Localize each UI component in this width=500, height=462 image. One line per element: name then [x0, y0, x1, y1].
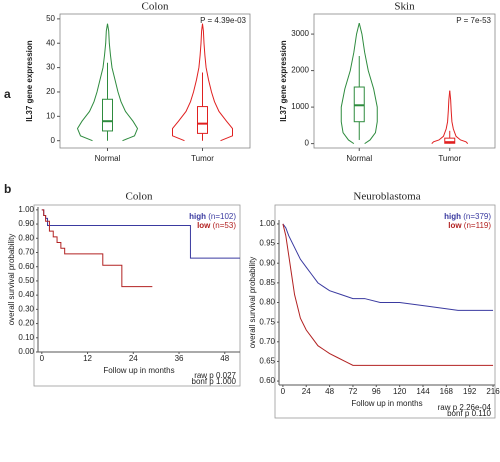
y-tick-label: 20 — [46, 87, 55, 96]
box — [444, 137, 456, 144]
legend-name: low — [448, 221, 462, 230]
y-tick-label: 0.90 — [259, 258, 275, 267]
x-tick-label: 120 — [393, 387, 407, 396]
x-tick-label: 96 — [372, 387, 381, 396]
legend-count: (n=102) — [208, 212, 236, 221]
y-tick-label: 0.20 — [18, 319, 34, 328]
legend-count: (n=379) — [463, 212, 491, 221]
annotation: P = 7e-53 — [456, 16, 491, 25]
legend-count: (n=53) — [213, 221, 237, 230]
violin-half — [431, 90, 451, 144]
y-tick-label: 1.00 — [18, 205, 34, 214]
y-tick-label: 0.00 — [18, 347, 34, 356]
y-tick-label: 0.95 — [259, 239, 275, 248]
x-tick-label: 216 — [486, 387, 500, 396]
chart-title: Neuroblastoma — [353, 191, 420, 203]
y-tick-label: 0.90 — [18, 219, 34, 228]
y-tick-label: 0.75 — [259, 317, 275, 326]
y-tick-label: 3000 — [291, 29, 309, 38]
x-tick-label: 0 — [281, 387, 286, 396]
x-axis-label: Follow up in months — [351, 399, 422, 408]
plot-frame — [313, 13, 496, 149]
legend-entry: low (n=53) — [197, 221, 236, 230]
chart-title: Skin — [394, 1, 415, 13]
violin-half — [107, 23, 139, 142]
box — [197, 106, 208, 134]
x-tick-label: Normal — [95, 154, 121, 163]
y-tick-label: 0.10 — [18, 333, 34, 342]
violin-half — [202, 23, 233, 142]
survival-curve — [282, 223, 494, 366]
y-axis-label: overall survival probability — [248, 257, 257, 349]
plot-frame — [274, 204, 496, 419]
box — [102, 98, 113, 132]
legend-name: low — [197, 221, 211, 230]
y-tick-label: 0.65 — [259, 357, 275, 366]
stat-label: raw p 2.26e-04 — [438, 403, 492, 412]
y-tick-label: 0.70 — [259, 337, 275, 346]
y-tick-label: 0 — [305, 139, 310, 148]
y-tick-label: 0.80 — [259, 298, 275, 307]
y-axis-label: IL37 gene expression — [25, 40, 34, 121]
x-tick-label: 168 — [440, 387, 454, 396]
stat-label: bonf p 0.110 — [447, 409, 491, 418]
x-tick-label: 0 — [40, 354, 45, 363]
violin-half — [358, 23, 378, 145]
stat-label: bonf p 1.000 — [192, 377, 237, 386]
legend-count: (n=119) — [464, 221, 492, 230]
y-tick-label: 0.60 — [259, 376, 275, 385]
legend-name: high — [444, 212, 461, 221]
legend-entry: high (n=102) — [189, 212, 236, 221]
y-tick-label: 0.80 — [18, 233, 34, 242]
x-tick-label: 48 — [325, 387, 334, 396]
y-tick-label: 0.30 — [18, 304, 34, 313]
y-axis-label: IL37 gene expression — [279, 40, 288, 121]
plot-frame — [59, 13, 251, 149]
stat-label: raw p 0.027 — [194, 371, 236, 380]
y-tick-label: 0 — [51, 136, 56, 145]
x-tick-label: 36 — [175, 354, 184, 363]
y-tick-label: 30 — [46, 63, 55, 72]
legend-entry: low (n=119) — [448, 221, 491, 230]
y-tick-label: 0.50 — [18, 276, 34, 285]
y-axis-label: overall survival probability — [7, 234, 16, 326]
violin-half — [449, 90, 469, 144]
y-tick-label: 0.60 — [18, 262, 34, 271]
x-tick-label: 12 — [83, 354, 92, 363]
x-tick-label: 24 — [129, 354, 138, 363]
panel-label: a — [4, 87, 11, 101]
x-tick-label: Tumor — [191, 154, 214, 163]
violin-half — [172, 23, 203, 142]
y-tick-label: 1000 — [291, 102, 309, 111]
legend-entry: high (n=379) — [444, 212, 491, 221]
chart-title: Colon — [142, 1, 169, 13]
survival-curve — [282, 223, 494, 311]
x-tick-label: Normal — [346, 154, 372, 163]
y-tick-label: 2000 — [291, 66, 309, 75]
y-tick-label: 0.85 — [259, 278, 275, 287]
x-tick-label: 72 — [348, 387, 357, 396]
legend-name: high — [189, 212, 206, 221]
y-tick-label: 0.40 — [18, 290, 34, 299]
panel-label: b — [4, 182, 11, 196]
y-tick-label: 1.00 — [259, 219, 275, 228]
x-tick-label: 192 — [463, 387, 477, 396]
annotation: P = 4.39e-03 — [200, 16, 246, 25]
chart-title: Colon — [126, 191, 153, 203]
x-tick-label: 24 — [302, 387, 311, 396]
violin-half — [340, 23, 360, 145]
plot-frame — [33, 204, 241, 387]
y-tick-label: 50 — [46, 14, 55, 23]
y-tick-label: 40 — [46, 38, 55, 47]
y-tick-label: 10 — [46, 111, 55, 120]
violin-half — [76, 23, 108, 142]
x-tick-label: 48 — [220, 354, 229, 363]
x-tick-label: 144 — [416, 387, 430, 396]
y-tick-label: 0.70 — [18, 248, 34, 257]
x-axis-label: Follow up in months — [103, 366, 174, 375]
survival-curve — [41, 209, 153, 288]
x-tick-label: Tumor — [438, 154, 461, 163]
